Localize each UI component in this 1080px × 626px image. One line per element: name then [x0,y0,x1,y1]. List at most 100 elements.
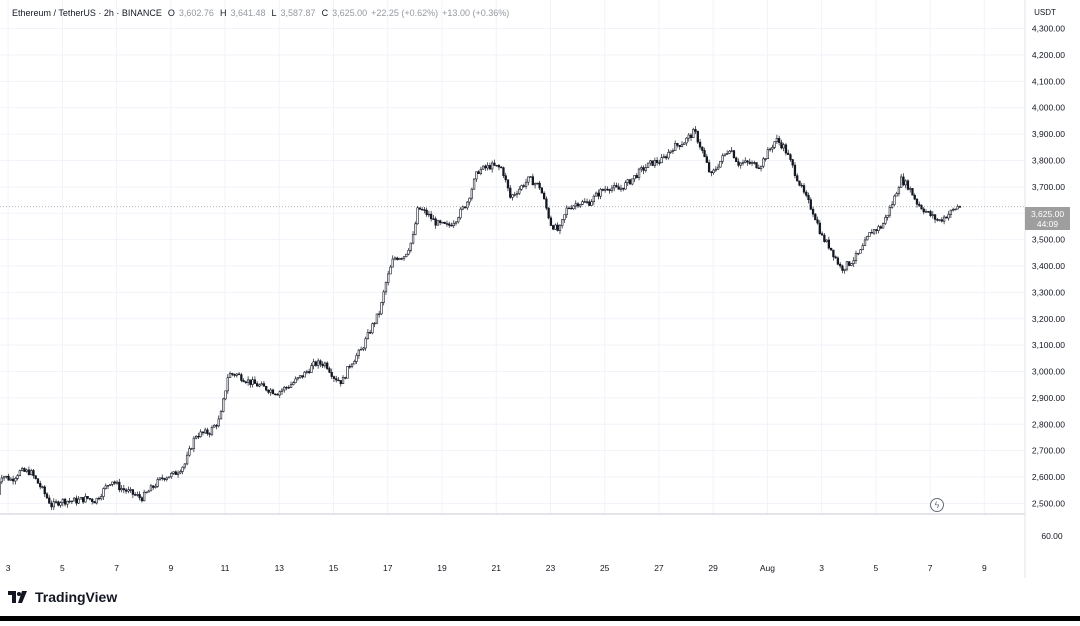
candle-body [435,219,437,225]
candle-body [383,292,385,303]
candle-body [15,478,17,481]
y-tick-label: 2,800.00 [1032,419,1065,429]
candle-body [785,145,787,153]
low-value: 3,587.87 [281,8,316,18]
tradingview-logo[interactable]: TradingView [8,589,117,605]
candle-body [914,195,916,199]
candle-body [207,430,209,434]
candle-body [279,392,281,395]
candle-body [577,204,579,206]
candle-body [875,230,877,231]
candle-body [475,172,477,179]
candle-body [455,222,457,223]
candle-body [480,169,482,173]
candle-body [414,224,416,235]
candle-body [200,432,202,437]
candle-body [143,492,145,501]
x-tick-label: 13 [275,563,285,573]
candle-body [390,267,392,274]
candle-body [541,188,543,193]
candle-body [245,382,247,383]
candle-body [137,494,139,495]
x-tick-label: 15 [329,563,339,573]
candle-body [150,486,152,491]
candle-body [679,145,681,146]
candle-body [80,497,82,499]
candle-body [792,160,794,166]
candle-body [878,227,880,231]
lightning-icon[interactable]: ϟ [930,498,944,512]
candle-body [417,208,419,224]
last-price-value: 3,625.00 [1025,209,1070,219]
candle-body [26,470,28,472]
y-tick-label: 3,100.00 [1032,340,1065,350]
candle-body [539,183,541,188]
candle-body [78,499,80,503]
candle-body [799,181,801,185]
y-tick-label: 4,300.00 [1032,24,1065,34]
candle-body [146,492,148,493]
candle-body [376,314,378,323]
candle-body [681,145,683,147]
candle-body [738,162,740,166]
candle-body [396,258,398,260]
candle-body [957,206,959,209]
candle-body [277,394,279,395]
candle-body [216,425,218,426]
candle-body [222,399,224,412]
candle-body [231,373,233,374]
candle-body [211,427,213,434]
y-tick-label: 4,200.00 [1032,50,1065,60]
candle-body [259,385,261,386]
candle-body [505,176,507,180]
candle-body [182,467,184,471]
candle-body [272,390,274,394]
candle-body [118,482,120,490]
x-tick-label: 29 [708,563,718,573]
candle-body [604,189,606,190]
candle-body [620,188,622,189]
candle-body [367,332,369,338]
candle-body [842,266,844,270]
candle-body [496,165,498,166]
candle-body [946,217,948,218]
candle-body [487,165,489,168]
candle-body [579,204,581,206]
candle-body [448,224,450,225]
candle-body [726,153,728,154]
candle-body [885,217,887,223]
candle-body [561,220,563,226]
candle-body [175,472,177,475]
candle-body [534,183,536,184]
candle-body [905,181,907,185]
candle-body [116,482,118,483]
candle-body [740,163,742,165]
candle-body [598,193,600,196]
candle-body [909,188,911,189]
y-tick-label: 3,700.00 [1032,182,1065,192]
candle-body [166,478,168,480]
candle-body [60,503,62,505]
candle-body [555,225,557,229]
candle-body [690,135,692,138]
candle-body [30,470,32,474]
candle-body [89,498,91,499]
candle-body [701,147,703,150]
candle-body [692,129,694,137]
candle-body [647,163,649,168]
currency-label[interactable]: USDT [1027,8,1063,17]
candle-body [952,209,954,210]
candle-body [281,390,283,392]
candle-body [729,151,731,153]
candle-body [340,380,342,383]
candle-body [774,142,776,148]
x-tick-label: 9 [982,563,987,573]
candle-body [882,224,884,229]
candle-body [28,470,30,475]
candle-body [189,449,191,455]
candle-body [627,180,629,183]
candle-body [297,378,299,379]
candle-body [706,157,708,163]
